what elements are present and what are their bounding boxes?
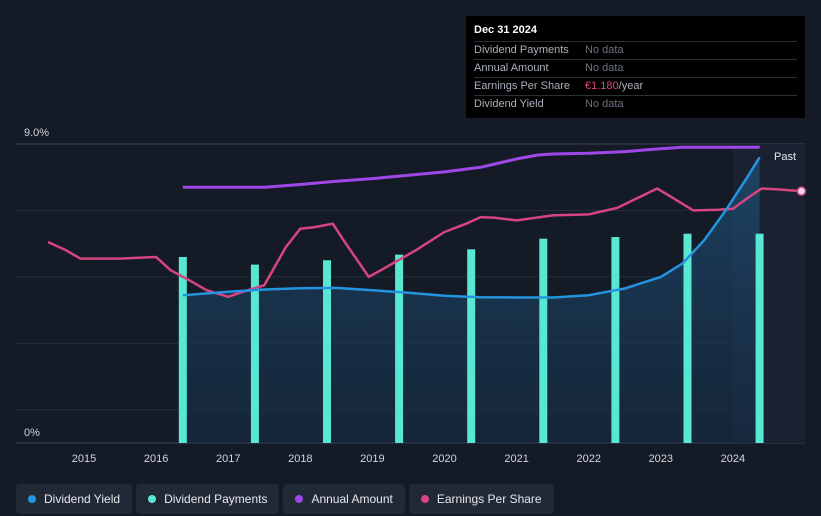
tooltip-value: No data [585, 44, 624, 56]
eps-unit: /year [618, 80, 644, 92]
legend-label: Dividend Payments [164, 492, 268, 506]
x-tick-label: 2018 [288, 453, 312, 465]
legend-dot-icon [148, 495, 157, 503]
legend-dot-icon [420, 495, 429, 503]
tooltip-row-earnings-per-share: Earnings Per Share €1.180/year [474, 77, 797, 95]
dividend-payment-bar [539, 238, 548, 443]
tooltip-label: Earnings Per Share [474, 80, 570, 92]
tooltip-label: Annual Amount [474, 62, 549, 74]
y-axis-top-label: 9.0% [24, 127, 49, 139]
eps-end-marker [796, 186, 807, 196]
tooltip-label: Dividend Yield [474, 98, 544, 110]
past-label: Past [774, 151, 796, 163]
dividend-payment-bar [755, 233, 764, 443]
x-tick-label: 2021 [504, 453, 528, 465]
x-tick-label: 2023 [649, 453, 673, 465]
tooltip-date: Dec 31 2024 [474, 24, 537, 36]
x-tick-label: 2022 [576, 453, 600, 465]
tooltip-label: Dividend Payments [474, 44, 569, 56]
annual-amount-line [182, 145, 760, 189]
tooltip-panel: Dec 31 2024 Dividend Payments No data An… [466, 16, 805, 118]
tooltip-row-dividend-payments: Dividend Payments No data [474, 41, 797, 59]
eps-value: €1.180 [585, 80, 619, 92]
legend-item-earnings-per-share[interactable]: Earnings Per Share [408, 484, 554, 514]
dividend-payment-bar [611, 237, 620, 443]
legend-label: Annual Amount [311, 492, 393, 506]
legend-dot-icon [28, 495, 36, 503]
x-tick-label: 2020 [432, 453, 456, 465]
tooltip-value: €1.180/year [585, 78, 643, 95]
dividend-payment-bar [467, 249, 476, 443]
dividend-payment-bar [178, 256, 187, 443]
legend-item-annual-amount[interactable]: Annual Amount [283, 484, 405, 514]
tooltip-value: No data [585, 98, 624, 110]
y-axis-bottom-label: 0% [24, 427, 40, 439]
legend-label: Dividend Yield [44, 492, 121, 506]
x-tick-label: 2024 [721, 453, 745, 465]
dividend-yield-line [182, 156, 761, 299]
x-tick-label: 2017 [216, 453, 240, 465]
earnings-per-share-line [47, 187, 802, 299]
dividend-payment-bar [683, 233, 692, 443]
x-tick-label: 2016 [144, 453, 168, 465]
tooltip-row-dividend-yield: Dividend Yield No data [474, 95, 797, 113]
x-tick-label: 2015 [72, 453, 96, 465]
x-tick-label: 2019 [360, 453, 384, 465]
legend: Dividend Yield Dividend Payments Annual … [16, 484, 554, 514]
dividend-payment-bar [395, 254, 404, 443]
dividend-payment-bar [250, 264, 259, 443]
dividend-payment-bar [323, 260, 332, 443]
legend-dot-icon [295, 495, 304, 503]
tooltip-value: No data [585, 62, 624, 74]
legend-item-dividend-payments[interactable]: Dividend Payments [136, 484, 280, 514]
legend-label: Earnings Per Share [436, 492, 542, 506]
legend-item-dividend-yield[interactable]: Dividend Yield [16, 484, 133, 514]
tooltip-row-annual-amount: Annual Amount No data [474, 59, 797, 77]
